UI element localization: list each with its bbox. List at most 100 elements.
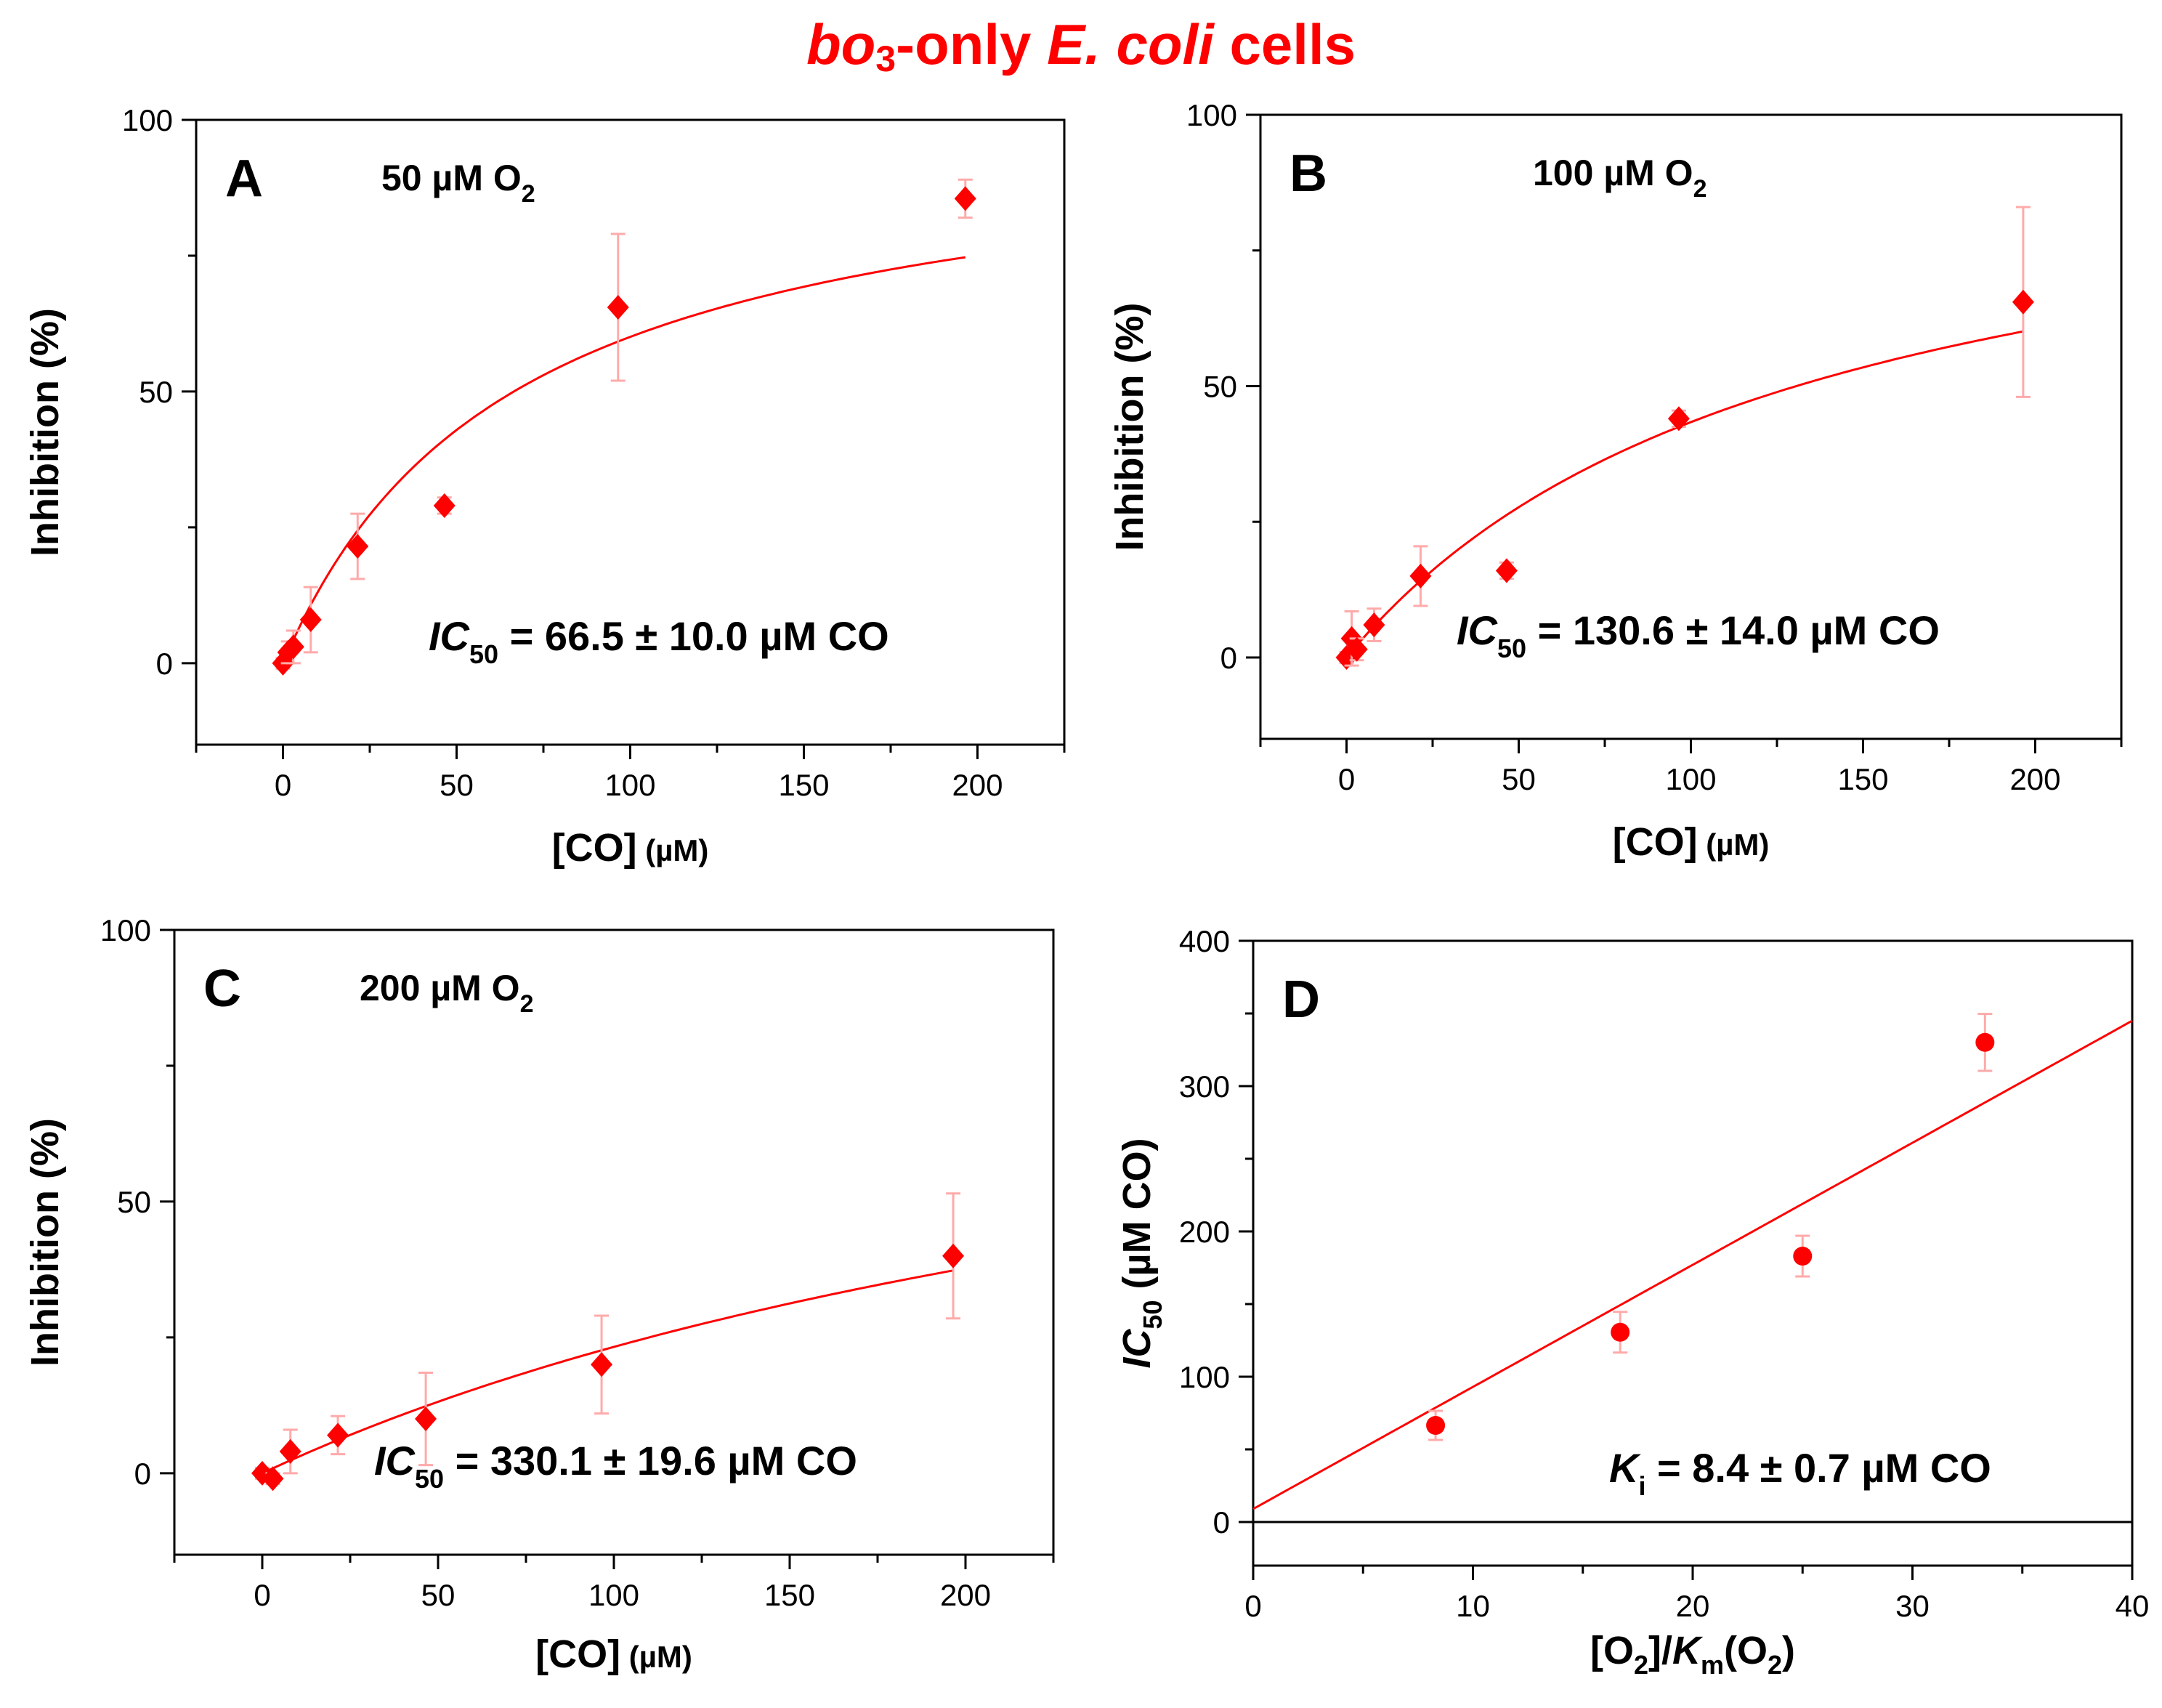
- y-tick-label: 0: [1213, 1505, 1230, 1539]
- x-axis-label-unit: (µM): [620, 1640, 692, 1674]
- data-point: [591, 1352, 613, 1377]
- x-tick-label: 50: [1502, 762, 1536, 796]
- x-tick-label: 100: [604, 768, 655, 802]
- annotation: IC50 = 130.6 ± 14.0 µM CO: [1457, 607, 1940, 663]
- x-axis-label-text: [CO]: [1613, 820, 1698, 864]
- x-tick-label: 200: [940, 1578, 991, 1612]
- y-axis-label-symbol: IC: [1115, 1329, 1159, 1369]
- condition-prefix: 100 µM O: [1533, 153, 1693, 193]
- data-point: [954, 186, 976, 211]
- data-point: [1793, 1247, 1813, 1266]
- annotation-value: = 130.6 ± 14.0 µM CO: [1526, 607, 1940, 653]
- x-tick-label: 0: [1244, 1589, 1261, 1623]
- panel-label: D: [1282, 971, 1320, 1029]
- panel-label: B: [1289, 145, 1327, 203]
- annotation-value: = 66.5 ± 10.0 µM CO: [498, 613, 889, 659]
- data-point: [415, 1407, 437, 1432]
- data-point: [1363, 612, 1385, 638]
- figure-title-species: E. coli: [1047, 12, 1214, 76]
- annotation-value: = 330.1 ± 19.6 µM CO: [444, 1438, 857, 1484]
- condition-subscript: 2: [520, 990, 534, 1018]
- y-tick-label: 100: [1179, 1360, 1230, 1394]
- x-tick-label: 40: [2116, 1589, 2150, 1623]
- data-point: [347, 534, 369, 559]
- y-axis-label-text: Inhibition (%): [23, 308, 67, 556]
- y-axis-label-subscript: 50: [1138, 1300, 1167, 1329]
- y-tick-label: 0: [1220, 641, 1237, 675]
- data-point: [1426, 1416, 1446, 1435]
- y-tick-label: 0: [134, 1457, 151, 1491]
- fit-curve: [262, 1269, 954, 1475]
- x-tick-label: 100: [588, 1578, 639, 1612]
- data-point: [1495, 558, 1518, 583]
- condition-label: 50 µM O2: [381, 158, 535, 208]
- data-point: [433, 493, 456, 518]
- y-axis-label: Inhibition (%): [23, 308, 67, 556]
- y-axis-label: Inhibition (%): [1108, 303, 1151, 551]
- x-axis-label-sub: m: [1701, 1650, 1724, 1680]
- data-point: [942, 1243, 965, 1268]
- panel-C: 0 50 100 150 200 0 50 100 C 200 µM O2 IC50 = 330.1…: [23, 913, 1055, 1676]
- x-axis-label-text: [CO]: [552, 826, 637, 870]
- condition-prefix: 200 µM O: [360, 968, 520, 1008]
- x-tick-label: 150: [1837, 762, 1888, 796]
- fit-curve: [1345, 330, 2024, 658]
- x-tick-label: 150: [764, 1578, 815, 1612]
- data-point: [279, 1438, 301, 1464]
- figure-title: bo3-only E. coli cells: [0, 4, 2162, 84]
- y-tick-label: 50: [139, 375, 173, 409]
- y-axis-label-unit: (µM CO): [1115, 1138, 1159, 1300]
- y-tick-label: 100: [1186, 98, 1237, 132]
- x-tick-label: 50: [440, 768, 474, 802]
- y-tick-label: 0: [156, 647, 173, 681]
- y-axis-label-text: Inhibition (%): [23, 1118, 67, 1367]
- annotation-symbol: IC: [429, 613, 471, 659]
- fit-curve: [282, 256, 966, 664]
- data-point: [1667, 406, 1690, 432]
- x-tick-label: 200: [2009, 762, 2060, 796]
- x-axis-label: [CO] (µM): [552, 826, 709, 870]
- data-point: [1409, 563, 1432, 588]
- y-tick-label: 50: [117, 1185, 151, 1219]
- x-axis-label: [CO] (µM): [1613, 820, 1770, 864]
- annotation-symbol: K: [1609, 1445, 1641, 1491]
- x-tick-label: 0: [254, 1578, 270, 1612]
- x-tick-label: 50: [421, 1578, 456, 1612]
- data-point: [1345, 636, 1368, 662]
- data-point: [2012, 289, 2034, 315]
- x-tick-label: 100: [1665, 762, 1716, 796]
- x-axis-label: [CO] (µM): [535, 1632, 692, 1676]
- condition-label: 100 µM O2: [1533, 153, 1706, 203]
- x-axis-label: [O2]/Km(O2): [1590, 1629, 1795, 1680]
- data-point: [262, 1466, 284, 1492]
- data-point: [299, 607, 322, 632]
- panel-label: A: [225, 150, 263, 208]
- x-axis-label-unit: (µM): [1698, 827, 1770, 862]
- y-tick-label: 300: [1179, 1069, 1230, 1104]
- condition-label: 200 µM O2: [360, 968, 533, 1018]
- condition-prefix: 50 µM O: [381, 158, 522, 198]
- y-tick-label: 100: [100, 913, 151, 947]
- annotation: IC50 = 330.1 ± 19.6 µM CO: [374, 1438, 857, 1494]
- x-axis-label-text: [CO]: [535, 1632, 620, 1676]
- condition-subscript: 2: [1693, 175, 1707, 203]
- annotation-value: = 8.4 ± 0.7 µM CO: [1645, 1445, 1991, 1491]
- x-axis-label-sub: 2: [1768, 1650, 1782, 1680]
- y-axis-label-text: Inhibition (%): [1108, 303, 1151, 551]
- annotation-subscript: 50: [1497, 634, 1526, 663]
- figure-title-cells: cells: [1213, 12, 1356, 76]
- x-axis-label-part: (O: [1724, 1629, 1768, 1672]
- data-point: [1611, 1322, 1630, 1342]
- x-axis-label-unit: (µM): [637, 833, 709, 867]
- y-tick-label: 400: [1179, 924, 1230, 958]
- x-tick-label: 10: [1456, 1589, 1490, 1623]
- annotation: IC50 = 66.5 ± 10.0 µM CO: [429, 613, 889, 669]
- figure-title-only: -only: [896, 12, 1048, 76]
- panel-label: C: [203, 960, 241, 1018]
- y-tick-label: 100: [122, 103, 173, 137]
- data-point: [607, 295, 629, 320]
